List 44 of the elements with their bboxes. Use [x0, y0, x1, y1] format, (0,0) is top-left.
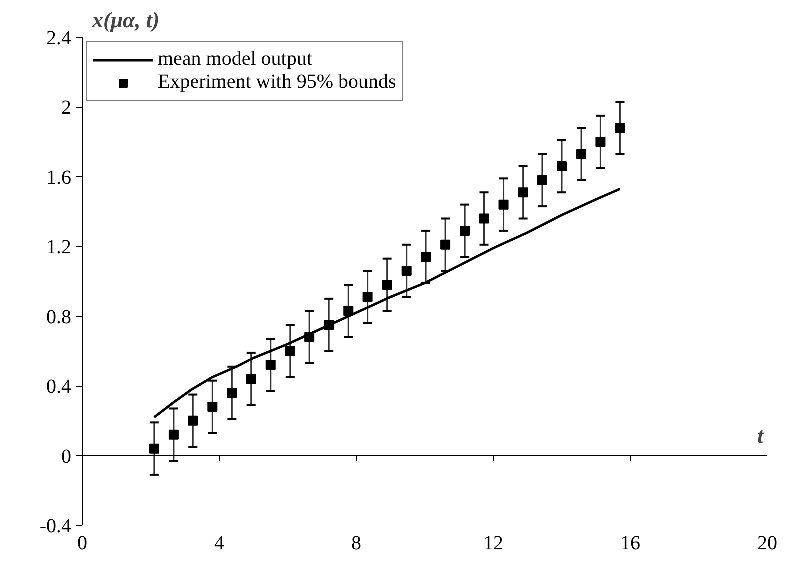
point [188, 416, 198, 426]
y-tick-label: 0 [62, 446, 72, 468]
point [362, 292, 373, 302]
x-tick-label: 20 [758, 532, 778, 554]
legend-label: mean model output [158, 48, 312, 71]
point [402, 266, 412, 276]
legend-label: Experiment with 95% bounds [158, 71, 396, 94]
point [518, 188, 528, 198]
y-tick-label: 2 [62, 97, 72, 120]
point [285, 346, 296, 356]
x-axis-title: t [758, 422, 764, 448]
y-tick-label: 0.4 [46, 376, 72, 398]
point [168, 430, 179, 440]
point [344, 306, 354, 316]
y-tick-label: 2.4 [46, 28, 72, 50]
point [576, 149, 587, 160]
point [498, 200, 509, 210]
point [460, 226, 470, 236]
point [421, 252, 432, 262]
x-tick-label: 12 [484, 532, 504, 554]
point [304, 332, 315, 342]
point [615, 123, 626, 134]
point [382, 280, 392, 290]
point [266, 360, 276, 370]
point [227, 388, 238, 398]
y-axis-title: x(μα, t) [92, 8, 160, 32]
point [208, 402, 218, 412]
x-tick-label: 8 [352, 532, 362, 554]
point [479, 214, 490, 224]
point [537, 175, 548, 186]
point [440, 240, 451, 250]
y-tick-label: 1.2 [46, 236, 72, 259]
line-series [153, 188, 622, 419]
point [596, 137, 606, 148]
point [246, 374, 256, 384]
point [324, 320, 334, 330]
y-tick-label: 0.8 [46, 306, 72, 328]
point [149, 444, 160, 454]
x-tick-label: 0 [78, 532, 88, 554]
point [557, 161, 567, 172]
y-tick-label: 1.6 [46, 166, 72, 189]
x-tick-label: 16 [620, 532, 640, 554]
x-tick-label: 4 [214, 532, 224, 554]
y-tick-label: -0.4 [40, 516, 72, 538]
